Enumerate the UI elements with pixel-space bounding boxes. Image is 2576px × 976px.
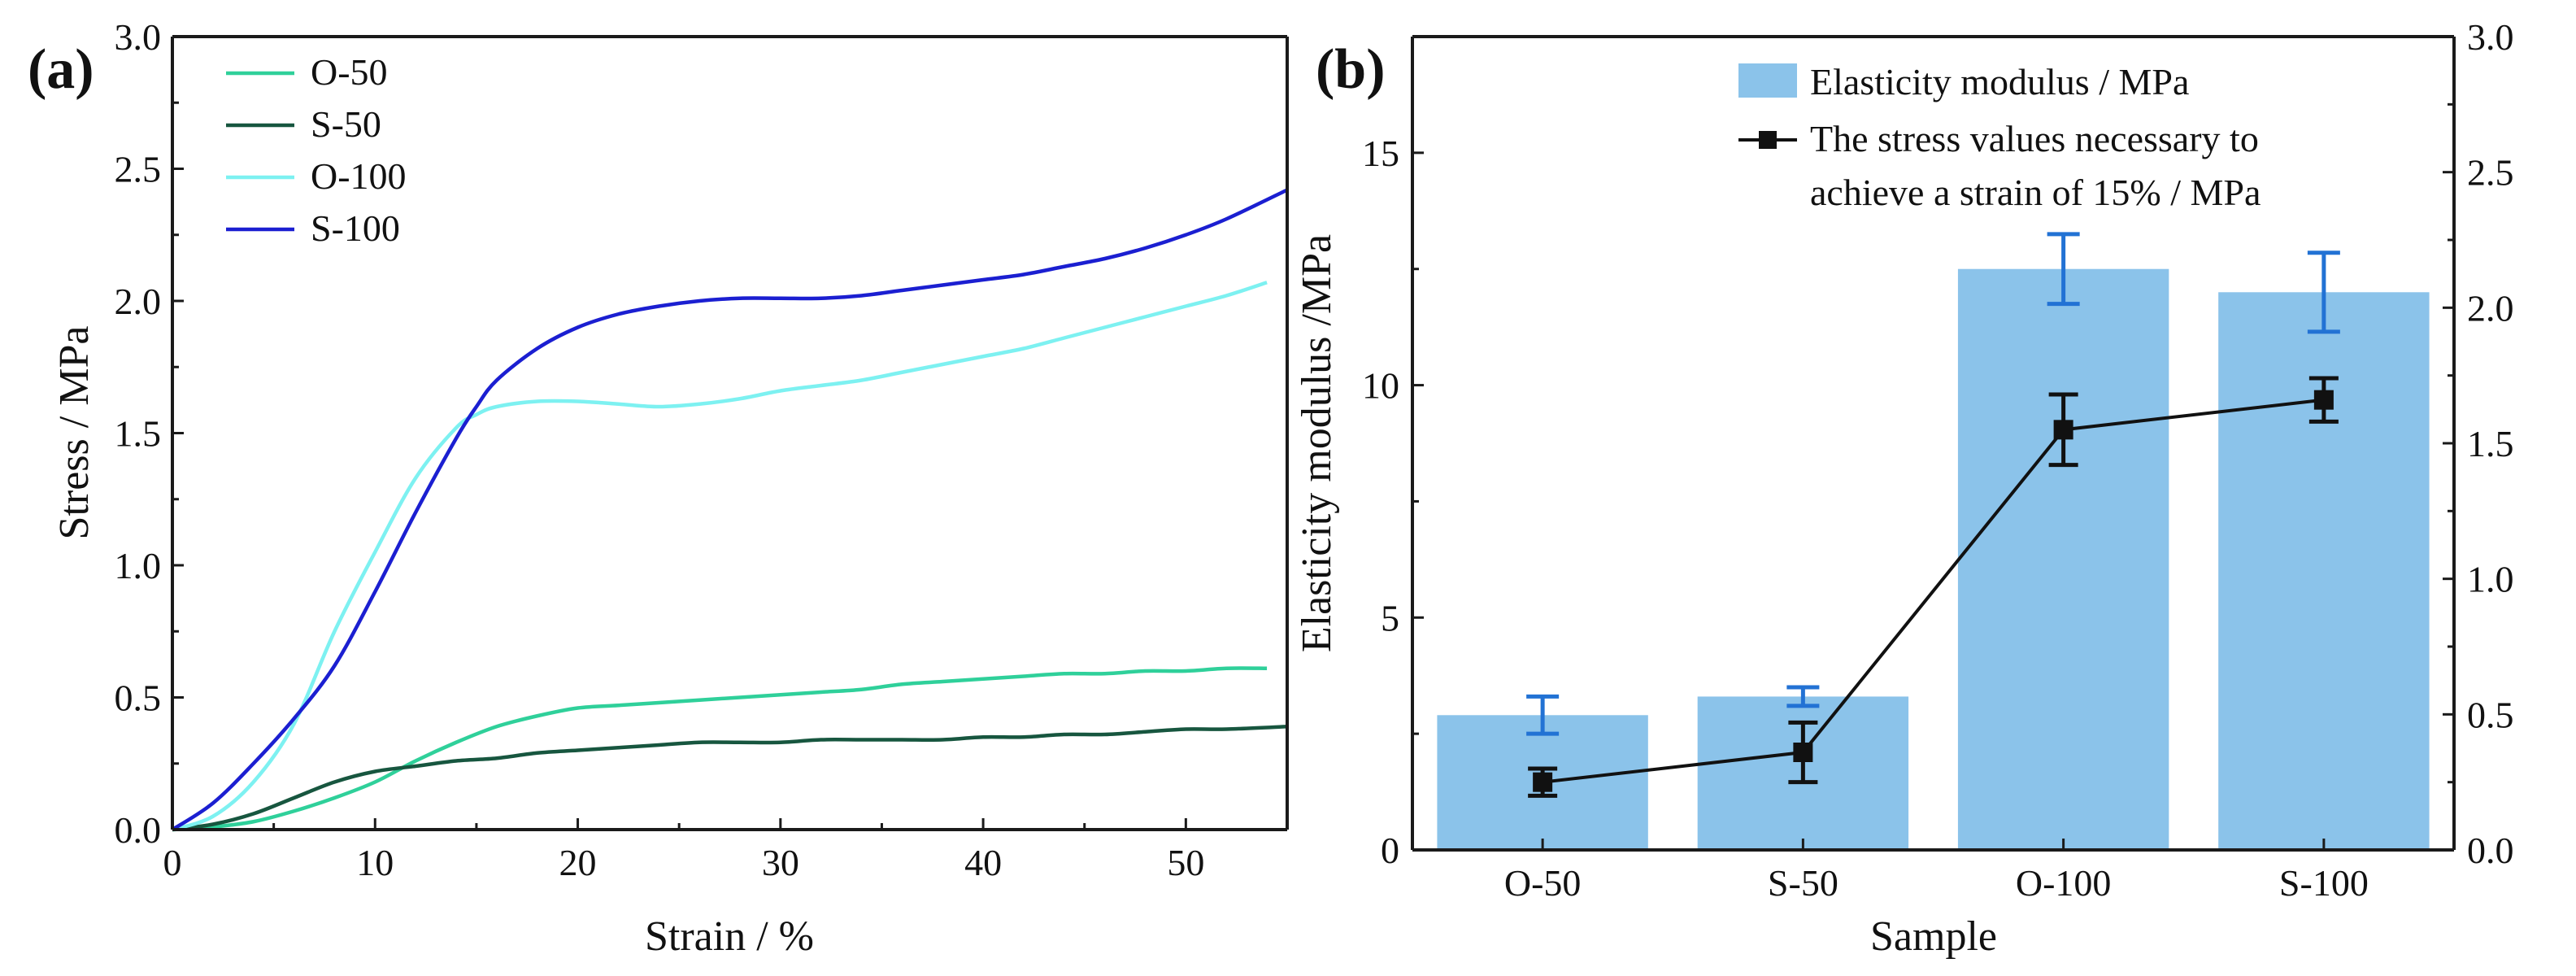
- panel-b-right-tick-label: 2.0: [2467, 287, 2514, 329]
- panel-a-y-axis-title: Stress / MPa: [51, 326, 98, 540]
- panel-b-left-tick-label: 0: [1381, 830, 1399, 871]
- series-line-o-50: [172, 666, 1268, 832]
- panel-a-y-tick-label: 1.0: [115, 545, 162, 586]
- panel-a-y-tick-label: 1.5: [115, 413, 162, 455]
- panel-b-right-y-ticks: 0.0 0.5 1.0 1.5 2.0 2.5 3.0: [2443, 16, 2514, 871]
- bar-o-100: [1957, 268, 2169, 850]
- panel-b-legend: Elasticity modulus / MPa The stress valu…: [1738, 61, 2261, 213]
- legend-label-o-100: O-100: [311, 155, 407, 197]
- panel-a-x-tick-label: 20: [559, 842, 597, 883]
- panel-b-x-ticks: O-50 S-50 O-100 S-100: [1504, 839, 2369, 904]
- panel-a-x-tick-label: 50: [1167, 842, 1204, 883]
- panel-b-stress-line-group: [1528, 376, 2339, 798]
- panel-a-series-group: [171, 188, 1288, 832]
- panel-a-x-tick-label: 30: [762, 842, 799, 883]
- panel-b-x-tick-label-s-100: S-100: [2279, 862, 2369, 904]
- stress-line: [1542, 398, 2325, 784]
- series-line-s-50: [172, 725, 1288, 832]
- panel-b-left-tick-label: 15: [1362, 133, 1399, 174]
- stress-point-o-100: [2053, 420, 2073, 440]
- panel-b-x-tick-label-o-100: O-100: [2016, 862, 2112, 904]
- legend-label-o-50: O-50: [311, 51, 388, 93]
- stress-point-s-50: [1793, 743, 1813, 762]
- panel-a-x-tick-label: 10: [356, 842, 394, 883]
- panel-b-right-tick-label: 0.0: [2467, 830, 2514, 871]
- panel-b-right-tick-label: 1.0: [2467, 559, 2514, 600]
- panel-a-label: (a): [28, 38, 94, 101]
- stress-point-s-100: [2313, 390, 2334, 410]
- legend-label-s-50: S-50: [311, 103, 381, 145]
- panel-b-y-axis-title: Elasticity modulus /MPa: [1294, 234, 1340, 652]
- panel-b-label: (b): [1316, 38, 1386, 101]
- panel-a-y-tick-label: 0.0: [115, 809, 162, 851]
- legend-label-elasticity-modulus: Elasticity modulus / MPa: [1810, 61, 2189, 102]
- legend-label-s-100: S-100: [311, 207, 400, 249]
- panel-a-line-chart: (a) 0 10 20 30 40 50 0.0 0.5 1.0 1.5 2.0 2.5 3.0 St…: [28, 16, 1289, 960]
- panel-b-right-tick-label: 1.5: [2467, 423, 2514, 464]
- legend-marker-stress: [1759, 131, 1777, 149]
- series-line-s-100: [171, 188, 1288, 831]
- panel-a-y-tick-label: 0.5: [115, 678, 162, 719]
- panel-a-plot-area: 0 10 20 30 40 50 0.0 0.5 1.0 1.5 2.0 2.5 3.0: [115, 16, 1289, 883]
- panel-a-y-tick-label: 2.0: [115, 281, 162, 322]
- series-line-o-100: [172, 281, 1268, 832]
- panel-b-right-tick-label: 2.5: [2467, 152, 2514, 194]
- panel-b-bar-error-bars: [1526, 232, 2340, 736]
- panel-a-x-tick-label: 0: [163, 842, 182, 883]
- legend-swatch-elasticity-modulus: [1738, 63, 1797, 98]
- panel-b-x-tick-label-o-50: O-50: [1504, 862, 1582, 904]
- panel-b-x-tick-label-s-50: S-50: [1768, 862, 1838, 904]
- stress-point-o-50: [1533, 772, 1553, 792]
- panel-b-left-y-ticks: 0 5 10 15: [1362, 133, 1424, 871]
- panel-a-x-ticks: 0 10 20 30 40 50: [163, 818, 1204, 883]
- panel-a-y-ticks: 0.0 0.5 1.0 1.5 2.0 2.5 3.0: [115, 16, 184, 851]
- panel-a-legend: O-50 S-50 O-100 S-100: [226, 51, 407, 249]
- legend-label-stress-line2: achieve a strain of 15% / MPa: [1810, 172, 2261, 213]
- panel-a-y-tick-label: 2.5: [115, 149, 162, 190]
- panel-b-left-tick-label: 5: [1381, 597, 1399, 638]
- panel-a-x-axis-title: Strain / %: [645, 913, 814, 960]
- bar-s-100: [2218, 292, 2430, 850]
- panel-b-plot-area: O-50 S-50 O-100 S-100 0 5 10 15 0.0 0.5 1.0 1.5 2.…: [1362, 16, 2514, 904]
- panel-b-right-tick-label: 3.0: [2467, 16, 2514, 58]
- panel-a-y-tick-label: 3.0: [115, 16, 162, 58]
- panel-b-x-axis-title: Sample: [1870, 913, 1997, 960]
- panel-b-bar-line-chart: (b) O-50 S-50 O-100 S-100 0 5 10 15 0.0 0.5 1.0 1…: [1294, 16, 2514, 960]
- panel-b-bars-group: [1437, 268, 2430, 850]
- panel-b-right-tick-label: 0.5: [2467, 694, 2514, 735]
- panel-a-x-tick-label: 40: [964, 842, 1002, 883]
- legend-label-stress-line1: The stress values necessary to: [1810, 118, 2259, 159]
- panel-b-left-tick-label: 10: [1362, 365, 1399, 407]
